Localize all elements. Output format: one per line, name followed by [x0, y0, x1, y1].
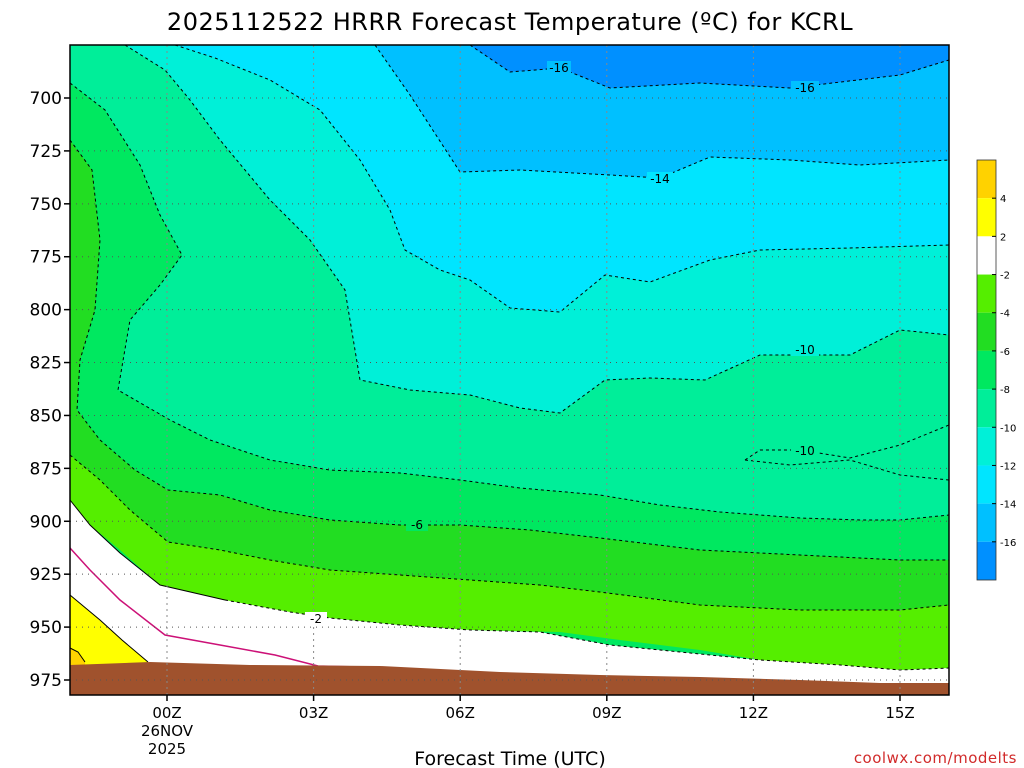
colorbar-label: -8 — [1000, 385, 1010, 396]
colorbar-swatch — [977, 503, 996, 542]
colorbar-label: -10 — [1000, 423, 1016, 434]
contour-m12 — [174, 44, 950, 313]
y-axis: 700 725 750 775 800 825 850 875 900 925 950 975 — [30, 89, 70, 691]
grid-lines — [70, 45, 949, 695]
contour-label-m16-a: -16 — [549, 61, 569, 75]
contour-label-m6: -6 — [411, 518, 423, 532]
contour-m10-closed — [744, 424, 950, 461]
contour-plus2 — [69, 594, 149, 663]
colorbar-swatch — [977, 350, 996, 390]
colorbar-swatch — [977, 389, 996, 428]
y-tick-label: 950 — [30, 618, 62, 638]
colorbar-swatch — [977, 198, 996, 237]
x-tick-label: 06Z — [446, 704, 475, 722]
contour-label-m14: -14 — [650, 172, 670, 186]
contour-label-m2: -2 — [310, 612, 322, 626]
colorbar-label: -14 — [1000, 500, 1016, 511]
colorbar-swatch — [977, 274, 996, 313]
y-tick-label: 800 — [30, 301, 62, 321]
x-tick-label: 12Z — [739, 704, 768, 722]
colorbar-swatch — [977, 236, 996, 275]
y-tick-label: 775 — [30, 248, 62, 268]
x-tick-label: 03Z — [299, 704, 328, 722]
y-tick-label: 875 — [30, 459, 62, 479]
colorbar-label: -6 — [1000, 347, 1010, 358]
contour-m10 — [124, 44, 950, 414]
x-tick-label: 09Z — [592, 704, 621, 722]
plot-area: -16 -16 -14 -10 -10 -6 -2 — [69, 44, 950, 696]
y-tick-label: 900 — [30, 512, 62, 532]
y-tick-label: 825 — [30, 354, 62, 374]
contour-m14 — [374, 44, 950, 179]
x-axis-title: Forecast Time (UTC) — [414, 748, 605, 768]
y-tick-label: 750 — [30, 195, 62, 215]
y-tick-label: 725 — [30, 142, 62, 162]
colorbar-label: -16 — [1000, 538, 1016, 549]
colorbar-label: 4 — [1000, 194, 1006, 205]
colorbar-swatch — [977, 160, 996, 199]
contour-m4 — [69, 454, 950, 611]
colorbar-label: -12 — [1000, 461, 1016, 472]
band-m6 — [70, 140, 949, 695]
contour-m2 — [224, 599, 950, 671]
x-tick-label: 15Z — [885, 704, 914, 722]
contour-m6 — [69, 139, 949, 561]
y-tick-label: 925 — [30, 565, 62, 585]
y-tick-label: 700 — [30, 89, 62, 109]
contour-m10b — [744, 459, 950, 481]
x-date-label-day: 26NOV — [141, 722, 194, 740]
x-axis: 00Z 03Z 06Z 09Z 12Z 15Z — [152, 695, 915, 722]
colorbar-swatch — [977, 312, 996, 351]
contour-label-m10-a: -10 — [795, 343, 815, 357]
contour-0 — [69, 499, 226, 601]
colorbar-swatch — [977, 541, 996, 580]
colorbar-label: 2 — [1000, 232, 1006, 243]
contour-label-m10-b: -10 — [795, 444, 815, 458]
colorbar: 4 2 -2 -4 -6 -8 -10 -12 -14 -16 — [976, 159, 1016, 581]
contour-label-m16-b: -16 — [795, 81, 815, 95]
band-white — [70, 500, 949, 695]
contour-plus4 — [69, 647, 86, 663]
y-tick-label: 850 — [30, 406, 62, 426]
colorbar-label: -2 — [1000, 271, 1010, 282]
terrain — [70, 662, 949, 695]
colorbar-swatch — [977, 465, 996, 504]
chart-title: 2025112522 HRRR Forecast Temperature (ºC… — [167, 8, 853, 36]
plot-border — [69, 44, 950, 696]
y-tick-label: 975 — [30, 671, 62, 691]
colorbar-border — [976, 159, 997, 581]
colorbar-swatch — [977, 427, 996, 466]
contour-m16 — [469, 44, 950, 89]
x-date-label-year: 2025 — [148, 740, 186, 758]
credit-text: coolwx.com/modelts — [854, 749, 1017, 767]
colorbar-label: -4 — [1000, 309, 1010, 320]
x-tick-label: 00Z — [152, 704, 181, 722]
contour-m8 — [69, 82, 950, 521]
